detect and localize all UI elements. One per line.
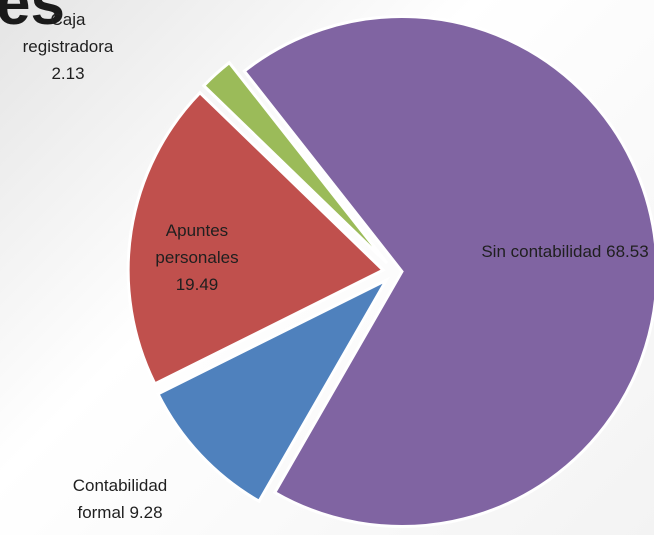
label-name: Apuntes personales <box>155 221 239 267</box>
label-value: 68.53 <box>606 242 649 261</box>
slice-label: Sin contabilidad 68.53 <box>480 238 650 265</box>
slice-label: Contabilidad formal 9.28 <box>55 472 185 526</box>
label-name: Contabilidad formal <box>72 476 168 522</box>
chart-title: es <box>0 0 65 38</box>
pie-slice <box>126 90 386 386</box>
slice-label: Caja registradora 2.13 <box>13 6 123 87</box>
label-value: 19.49 <box>175 275 219 294</box>
label-name: Caja registradora <box>22 10 114 56</box>
pie-slice <box>156 276 391 504</box>
pie-slice <box>201 60 389 265</box>
slice-label: Apuntes personales 19.49 <box>142 217 252 298</box>
label-value: 2.13 <box>51 64 85 83</box>
label-value: 9.28 <box>129 503 163 522</box>
pie-slice <box>242 15 654 528</box>
label-name: Sin contabilidad <box>481 242 602 261</box>
